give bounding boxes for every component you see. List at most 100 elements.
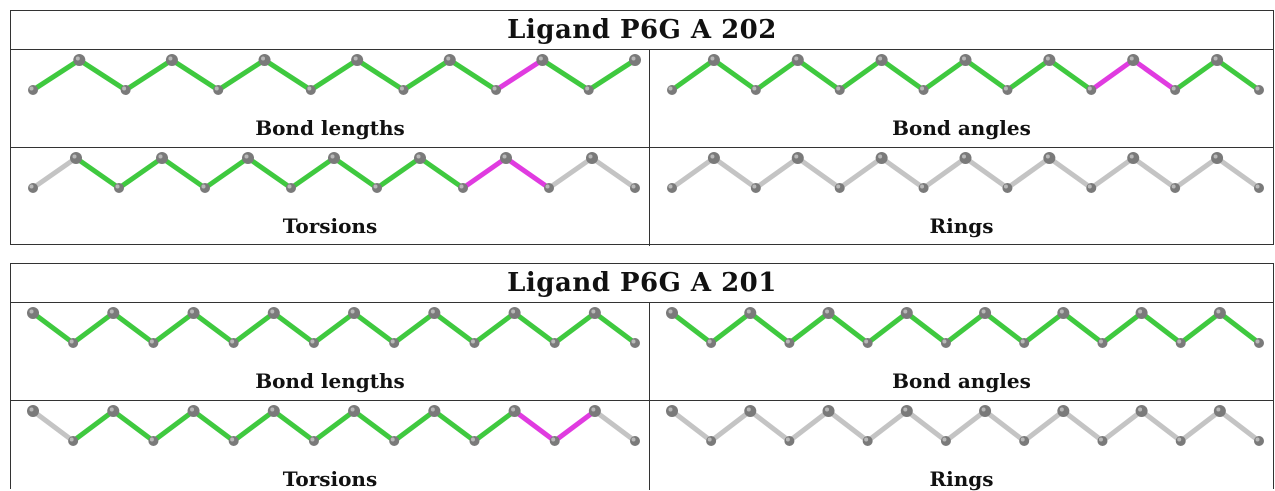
atom [308, 436, 319, 446]
atom [1213, 405, 1226, 417]
bond [1046, 155, 1094, 191]
atom-highlight [310, 437, 315, 442]
atom [791, 54, 804, 66]
atom-highlight [585, 86, 590, 91]
atom [1019, 436, 1030, 446]
atom [1254, 85, 1264, 95]
atom [629, 54, 641, 66]
atom-highlight [109, 407, 114, 412]
atom [1175, 436, 1186, 446]
atom [544, 183, 554, 193]
bond [1172, 57, 1220, 93]
atom-highlight [825, 407, 830, 412]
atom [267, 405, 280, 417]
atom-highlight [903, 309, 908, 314]
cell-bond-lengths: Bond lengths [11, 50, 649, 147]
atom-highlight [710, 56, 715, 61]
atom-highlight [230, 339, 235, 344]
atom-highlight [190, 407, 195, 412]
atom [744, 405, 757, 417]
bond [262, 57, 314, 93]
atom-highlight [962, 56, 966, 61]
atom-highlight [1255, 86, 1260, 91]
atom [1135, 307, 1148, 319]
atom-highlight [416, 154, 421, 159]
bond [586, 57, 638, 93]
atom-highlight [350, 309, 355, 314]
atom-highlight [1045, 154, 1050, 159]
atom-highlight [1138, 407, 1143, 412]
atom-highlight [878, 154, 883, 159]
bond [753, 57, 801, 93]
bond [963, 57, 1010, 93]
atom [1097, 436, 1108, 446]
atom-highlight [591, 309, 596, 314]
bond [669, 155, 717, 191]
atom-highlight [707, 339, 712, 344]
atom [114, 183, 124, 193]
atom [900, 405, 913, 417]
bond [503, 155, 552, 191]
atom-highlight [1213, 154, 1218, 159]
bond [592, 310, 638, 346]
atom-highlight [459, 184, 464, 189]
bond [1130, 57, 1178, 93]
atom-highlight [864, 437, 869, 442]
atom [156, 152, 168, 164]
bond [351, 408, 397, 444]
atom-highlight [785, 437, 790, 442]
atom [1170, 183, 1181, 193]
bond [30, 408, 76, 444]
atom-highlight [1177, 339, 1182, 344]
cell-label: Bond lengths [255, 116, 405, 140]
atom [1127, 152, 1140, 164]
bond [70, 408, 116, 444]
atom [1097, 338, 1108, 348]
bond [904, 310, 949, 346]
atom [1043, 54, 1056, 66]
atom [583, 85, 594, 95]
atom [630, 338, 640, 348]
bond [116, 155, 165, 191]
bond [711, 57, 759, 93]
atom-highlight [270, 407, 275, 412]
bond [786, 310, 832, 346]
atom-highlight [942, 339, 947, 344]
atom [791, 152, 804, 164]
bond [592, 408, 638, 444]
divider [649, 302, 650, 490]
divider [11, 302, 1273, 303]
atom [940, 436, 951, 446]
atom [875, 54, 888, 66]
atom [348, 307, 361, 319]
atom [536, 54, 549, 66]
atom-highlight [109, 309, 114, 314]
atom-highlight [1059, 309, 1064, 314]
atom [940, 338, 951, 348]
atom-highlight [538, 56, 543, 61]
atom-highlight [836, 86, 841, 91]
bond [904, 408, 949, 444]
bond [1217, 310, 1262, 346]
atom [862, 436, 873, 446]
atom-highlight [668, 184, 673, 189]
bond [159, 155, 208, 191]
atom [1213, 307, 1226, 319]
atom-highlight [29, 86, 34, 91]
bond [865, 310, 910, 346]
cell-bond-angles: Bond angles [650, 50, 1273, 147]
atom-highlight [511, 407, 516, 412]
atom [918, 85, 929, 95]
bond [431, 408, 477, 444]
atom-highlight [261, 56, 266, 61]
cell-rings: Rings [650, 148, 1273, 245]
bond [288, 155, 337, 191]
atom [351, 54, 364, 66]
atom-highlight [668, 309, 673, 314]
bond [747, 408, 792, 444]
atom-highlight [502, 154, 507, 159]
bond [1217, 408, 1262, 444]
atom [428, 405, 441, 417]
atom-highlight [920, 86, 925, 91]
atom-highlight [373, 184, 378, 189]
